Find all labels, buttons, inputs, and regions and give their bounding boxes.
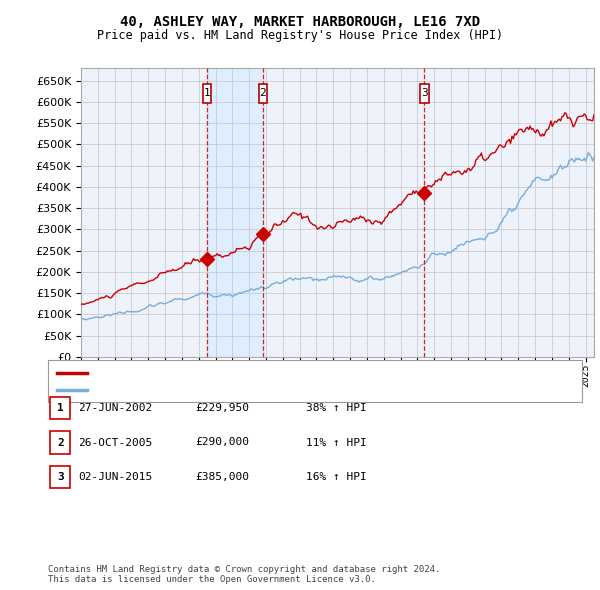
Text: 38% ↑ HPI: 38% ↑ HPI — [306, 404, 367, 413]
Text: 27-JUN-2002: 27-JUN-2002 — [78, 404, 152, 413]
Text: HPI: Average price, detached house, Harborough: HPI: Average price, detached house, Harb… — [93, 385, 380, 395]
Text: 40, ASHLEY WAY, MARKET HARBOROUGH, LE16 7XD: 40, ASHLEY WAY, MARKET HARBOROUGH, LE16 … — [120, 15, 480, 29]
Text: 2: 2 — [260, 88, 266, 99]
Text: 3: 3 — [421, 88, 428, 99]
Text: 16% ↑ HPI: 16% ↑ HPI — [306, 472, 367, 481]
Text: 2: 2 — [57, 438, 64, 447]
Text: 26-OCT-2005: 26-OCT-2005 — [78, 438, 152, 447]
Text: 3: 3 — [57, 472, 64, 481]
Text: Contains HM Land Registry data © Crown copyright and database right 2024.
This d: Contains HM Land Registry data © Crown c… — [48, 565, 440, 584]
Text: £290,000: £290,000 — [195, 438, 249, 447]
Text: 1: 1 — [203, 88, 210, 99]
FancyBboxPatch shape — [203, 84, 211, 103]
Text: £385,000: £385,000 — [195, 472, 249, 481]
FancyBboxPatch shape — [259, 84, 267, 103]
Bar — [207, 68, 263, 357]
Text: 02-JUN-2015: 02-JUN-2015 — [78, 472, 152, 481]
Text: Price paid vs. HM Land Registry's House Price Index (HPI): Price paid vs. HM Land Registry's House … — [97, 30, 503, 42]
Text: 11% ↑ HPI: 11% ↑ HPI — [306, 438, 367, 447]
FancyBboxPatch shape — [420, 84, 428, 103]
Text: £229,950: £229,950 — [195, 404, 249, 413]
Text: 1: 1 — [57, 404, 64, 413]
Text: 40, ASHLEY WAY, MARKET HARBOROUGH, LE16 7XD (detached house): 40, ASHLEY WAY, MARKET HARBOROUGH, LE16 … — [93, 368, 468, 378]
